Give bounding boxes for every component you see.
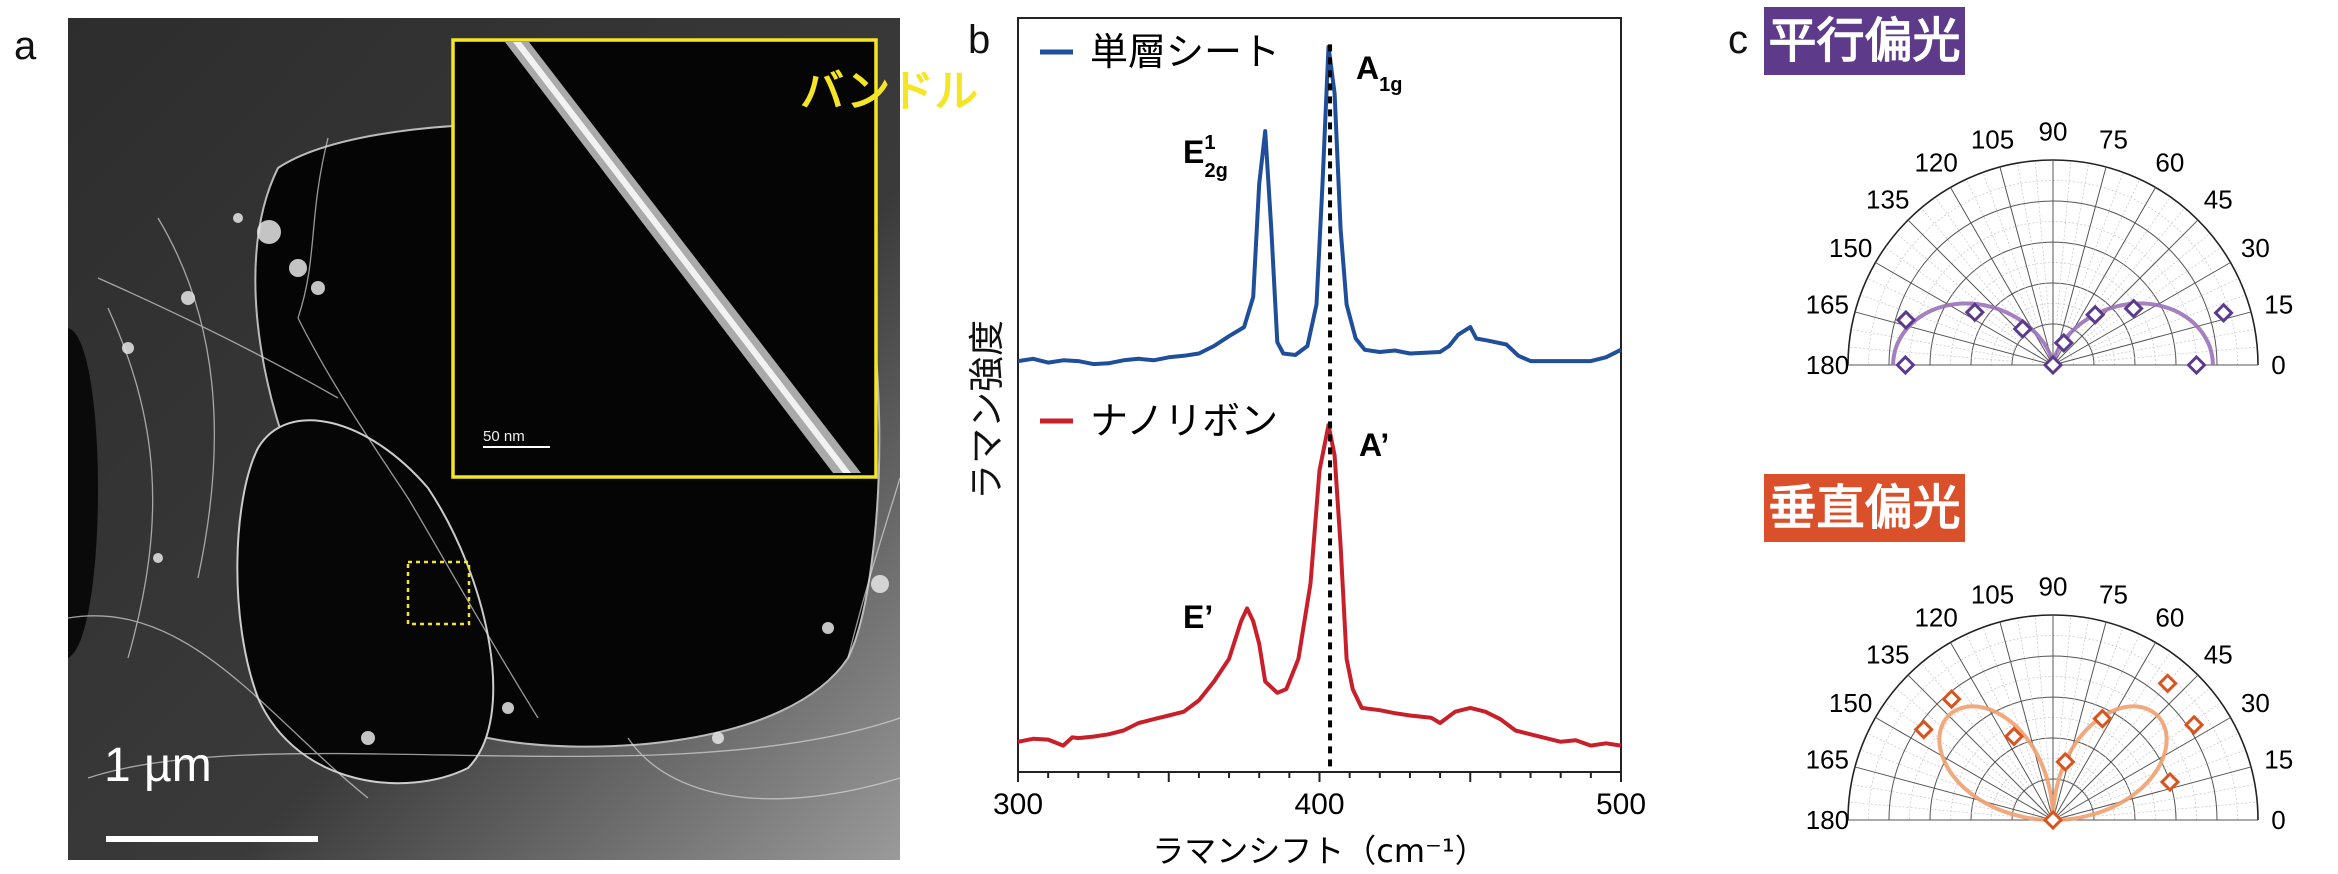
- plot-frame: [1017, 17, 1622, 773]
- inset-scale-text: 50 nm: [483, 428, 525, 445]
- legend-label-1: 単層シート: [1090, 30, 1280, 74]
- legend-label-2: ナノリボン: [1090, 399, 1278, 443]
- scale-bar-text: 1 µm: [104, 739, 212, 792]
- x-tick-label: 300: [993, 788, 1043, 821]
- panel-a-label: a: [14, 24, 37, 68]
- series-line-1: [1017, 44, 1622, 367]
- parallel-polarization-title: 平行偏光: [1764, 7, 1965, 75]
- peak-label: E1 2g: [1183, 132, 1228, 182]
- peak-label: E’: [1183, 599, 1213, 635]
- peak-label: A1g: [1356, 50, 1402, 96]
- panel-c-label: c: [1728, 18, 1748, 62]
- tem-micrograph: [68, 18, 900, 860]
- x-tick-label: 500: [1596, 788, 1646, 821]
- perpendicular-polarization-title: 垂直偏光: [1764, 474, 1965, 542]
- series-line-2: [1017, 423, 1622, 748]
- peak-label: A’: [1359, 427, 1389, 463]
- panel-b-label: b: [968, 18, 991, 62]
- inset-label: バンドル: [800, 66, 979, 117]
- x-axis-label: ラマンシフト（cm⁻¹）: [1152, 832, 1487, 870]
- zoom-region-marker: [406, 560, 471, 626]
- x-tick-label: 400: [1294, 788, 1344, 821]
